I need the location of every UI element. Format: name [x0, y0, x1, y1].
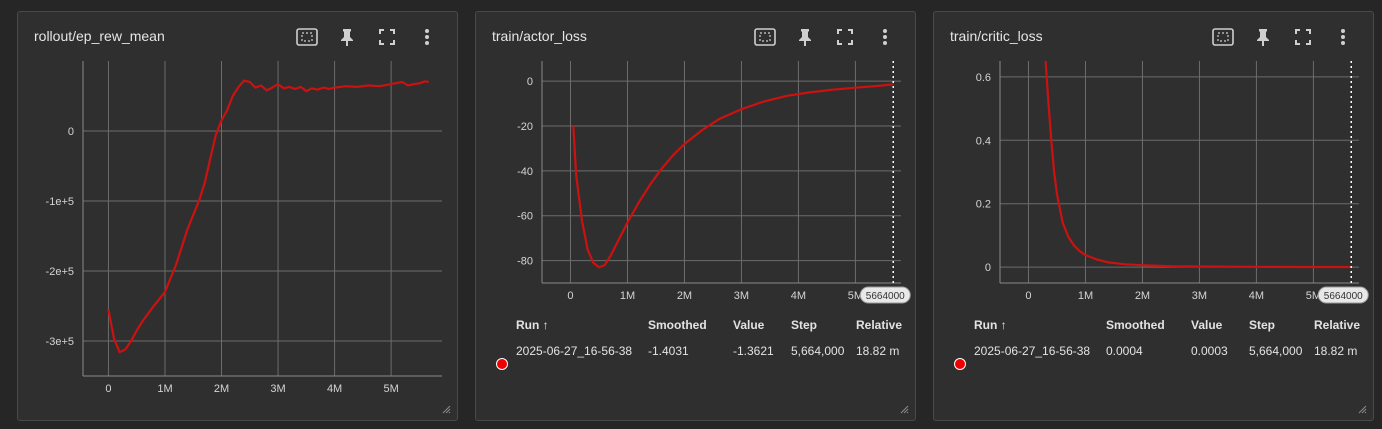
- x-tick-label: 5M: [848, 290, 863, 302]
- chart-card-rollout: rollout/ep_rew_mean 0 1M 2M 3M 4M 5M 0 -1e+5 -2e…: [17, 11, 458, 421]
- col-value-header[interactable]: Value: [733, 318, 765, 332]
- run-name: 2025-06-27_16-56-38: [516, 344, 633, 358]
- fullscreen-icon[interactable]: [1283, 26, 1323, 48]
- fit-domain-icon[interactable]: [287, 26, 327, 48]
- card-title: train/actor_loss: [492, 28, 587, 44]
- y-tick-label: 0: [527, 76, 533, 88]
- x-tick-label: 1M: [157, 383, 172, 395]
- x-tick-label: 3M: [270, 383, 285, 395]
- y-tick-label: 0.6: [976, 72, 991, 84]
- x-tick-label: 1M: [1078, 290, 1093, 302]
- series-line: [572, 83, 894, 269]
- fit-domain-icon[interactable]: [1203, 26, 1243, 48]
- relative-time: 18.82 m: [856, 344, 900, 358]
- x-tick-label: 0: [105, 383, 111, 395]
- smoothed-value: 0.0004: [1106, 344, 1143, 358]
- more-vert-icon[interactable]: [407, 26, 447, 48]
- step-value: 5,664,000: [1249, 344, 1303, 358]
- x-tick-label: 0: [567, 290, 573, 302]
- x-tick-label: 4M: [327, 383, 342, 395]
- x-tick-label: 0: [1025, 290, 1031, 302]
- card-title: rollout/ep_rew_mean: [34, 28, 165, 44]
- fullscreen-icon[interactable]: [367, 26, 407, 48]
- fit-domain-icon[interactable]: [745, 26, 785, 48]
- step-marker-badge: [859, 286, 911, 304]
- col-value-header[interactable]: Value: [1191, 318, 1223, 332]
- x-tick-label: 3M: [1192, 290, 1207, 302]
- x-tick-label: 3M: [734, 290, 749, 302]
- y-tick-label: -2e+5: [46, 266, 74, 278]
- fullscreen-icon[interactable]: [825, 26, 865, 48]
- step-marker-label: 5664000: [1324, 291, 1363, 302]
- run-color-swatch[interactable]: [496, 358, 508, 370]
- line-chart[interactable]: 0 1M 2M 3M 4M 5M 0 -1e+5 -2e+5 -3e+5: [18, 12, 459, 422]
- y-tick-label: -20: [517, 121, 533, 133]
- series-line: [107, 79, 429, 354]
- chart-card-critic-loss: train/critic_loss 0 1M 2M 3M 4M 5M 0 0.2 0.4 0.6 5…: [933, 11, 1374, 421]
- col-run-header[interactable]: Run ↑: [974, 318, 1007, 332]
- resize-handle-icon[interactable]: [441, 404, 451, 414]
- y-tick-label: -3e+5: [46, 336, 74, 348]
- y-tick-label: -40: [517, 166, 533, 178]
- y-tick-label: -80: [517, 256, 533, 268]
- smoothed-value: -1.4031: [648, 344, 689, 358]
- resize-handle-icon[interactable]: [899, 404, 909, 414]
- x-tick-label: 1M: [620, 290, 635, 302]
- col-step-header[interactable]: Step: [791, 318, 818, 332]
- y-tick-label: 0.2: [976, 199, 991, 211]
- step-marker-label: 5664000: [866, 291, 905, 302]
- y-tick-label: -1e+5: [46, 196, 74, 208]
- step-marker-badge: [1317, 286, 1369, 304]
- pin-icon[interactable]: [785, 26, 825, 48]
- chart-card-actor-loss: train/actor_loss 0 1M 2M 3M 4M 5M 0 -20 -40 -60 -8…: [475, 11, 916, 421]
- card-toolbar: [745, 26, 905, 48]
- card-title: train/critic_loss: [950, 28, 1043, 44]
- pin-icon[interactable]: [1243, 26, 1283, 48]
- line-chart[interactable]: 0 1M 2M 3M 4M 5M 0 -20 -40 -60 -80 5664000: [476, 12, 917, 422]
- raw-value: 0.0003: [1191, 344, 1228, 358]
- y-tick-label: 0.4: [976, 135, 991, 147]
- col-relative-header[interactable]: Relative: [856, 318, 902, 332]
- more-vert-icon[interactable]: [1323, 26, 1363, 48]
- col-run-header[interactable]: Run ↑: [516, 318, 549, 332]
- x-tick-label: 4M: [1249, 290, 1264, 302]
- pin-icon[interactable]: [327, 26, 367, 48]
- relative-time: 18.82 m: [1314, 344, 1358, 358]
- col-step-header[interactable]: Step: [1249, 318, 1276, 332]
- run-name: 2025-06-27_16-56-38: [974, 344, 1091, 358]
- line-chart[interactable]: 0 1M 2M 3M 4M 5M 0 0.2 0.4 0.6 5664000: [934, 12, 1375, 422]
- raw-value: -1.3621: [733, 344, 774, 358]
- col-relative-header[interactable]: Relative: [1314, 318, 1360, 332]
- y-tick-label: 0: [985, 262, 991, 274]
- x-tick-label: 2M: [677, 290, 692, 302]
- card-toolbar: [1203, 26, 1363, 48]
- x-tick-label: 4M: [791, 290, 806, 302]
- col-smoothed-header[interactable]: Smoothed: [648, 318, 707, 332]
- x-tick-label: 2M: [1135, 290, 1150, 302]
- x-tick-label: 5M: [383, 383, 398, 395]
- step-value: 5,664,000: [791, 344, 845, 358]
- y-tick-label: 0: [68, 126, 74, 138]
- x-tick-label: 2M: [214, 383, 229, 395]
- run-color-swatch[interactable]: [954, 358, 966, 370]
- more-vert-icon[interactable]: [865, 26, 905, 48]
- series-line: [1044, 61, 1352, 269]
- resize-handle-icon[interactable]: [1357, 404, 1367, 414]
- x-tick-label: 5M: [1306, 290, 1321, 302]
- col-smoothed-header[interactable]: Smoothed: [1106, 318, 1165, 332]
- card-toolbar: [287, 26, 447, 48]
- y-tick-label: -60: [517, 211, 533, 223]
